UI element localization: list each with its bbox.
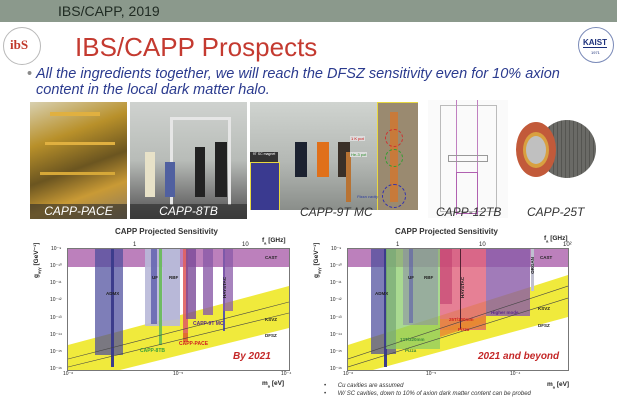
kaist-logo-text: KAIST (583, 38, 607, 48)
x2-tick-10: 10 (242, 242, 249, 248)
photo-capp-9t-mc: 9T SC magnet 1 K pot He-3 pot Pizza cavi… (250, 102, 418, 210)
chart-title-right: CAPP Projected Sensitivity (395, 227, 498, 236)
photo-caption: CAPP-9T MC (300, 205, 373, 219)
photo-caption: CAPP-12TB (436, 205, 502, 219)
photo-capp-12tb (428, 100, 508, 218)
annotation-pizza: Pizza cavity (357, 194, 379, 199)
annotation-1k: 1 K pot (350, 136, 365, 141)
plot-right: CAST ADMX UF RBF HAYSTAC ORGAN Higher mo… (347, 248, 569, 371)
y-label-right: gaγγ [GeV⁻¹] (313, 242, 322, 278)
annotation-by-2021: By 2021 (233, 351, 271, 362)
ibs-logo-text: ibS (10, 37, 29, 52)
page-title: IBS/CAPP Prospects (75, 32, 318, 62)
photo-capp-8tb: CAPP-8TB (130, 102, 247, 219)
x2-label-right: fa [GHz] (544, 235, 568, 244)
annotation-he3: He-3 pot (350, 152, 368, 157)
x2-tick-1: 1 (396, 242, 400, 248)
photo-caption: CAPP-PACE (30, 204, 127, 219)
y-label-left: gaγγ [GeV⁻¹] (33, 242, 42, 278)
note-1: • Cu cavities are assumed (324, 383, 404, 389)
photo-capp-pace: CAPP-PACE (30, 102, 127, 219)
kaist-logo: KAIST 1971 (578, 27, 614, 63)
plot-left: CAST ADMX UF RBF HAYSTAC CAPP-9T MC KSVZ… (67, 248, 290, 371)
x2-tick-10: 10 (479, 242, 486, 248)
header-bar: IBS/CAPP, 2019 (0, 0, 617, 22)
photo-caption: CAPP-8TB (130, 204, 247, 219)
x2-label-left: fa [GHz] (262, 237, 286, 246)
kaist-logo-year: 1971 (591, 50, 600, 55)
photo-caption: CAPP-25T (527, 205, 585, 219)
bullet: • (27, 66, 33, 82)
note-2: • W/ SC cavities, down to 10% of axion d… (324, 391, 531, 397)
annotation-2021-beyond: 2021 and beyond (478, 351, 560, 362)
x-label-left: ma [eV] (262, 380, 285, 389)
x-label-right: ma [eV] (547, 381, 570, 390)
subtitle: • All the ingredients together, we will … (27, 66, 596, 98)
subtitle-text: All the ingredients together, we will re… (36, 66, 560, 98)
x2-tick-100: 10² (563, 242, 572, 248)
header-text: IBS/CAPP, 2019 (58, 3, 160, 19)
photo-capp-25t (508, 102, 608, 197)
ibs-logo: ibS (3, 27, 41, 65)
x2-tick-1: 1 (133, 242, 137, 248)
chart-title-left: CAPP Projected Sensitivity (115, 227, 218, 236)
annotation-magnet: 9T SC magnet (250, 152, 278, 162)
